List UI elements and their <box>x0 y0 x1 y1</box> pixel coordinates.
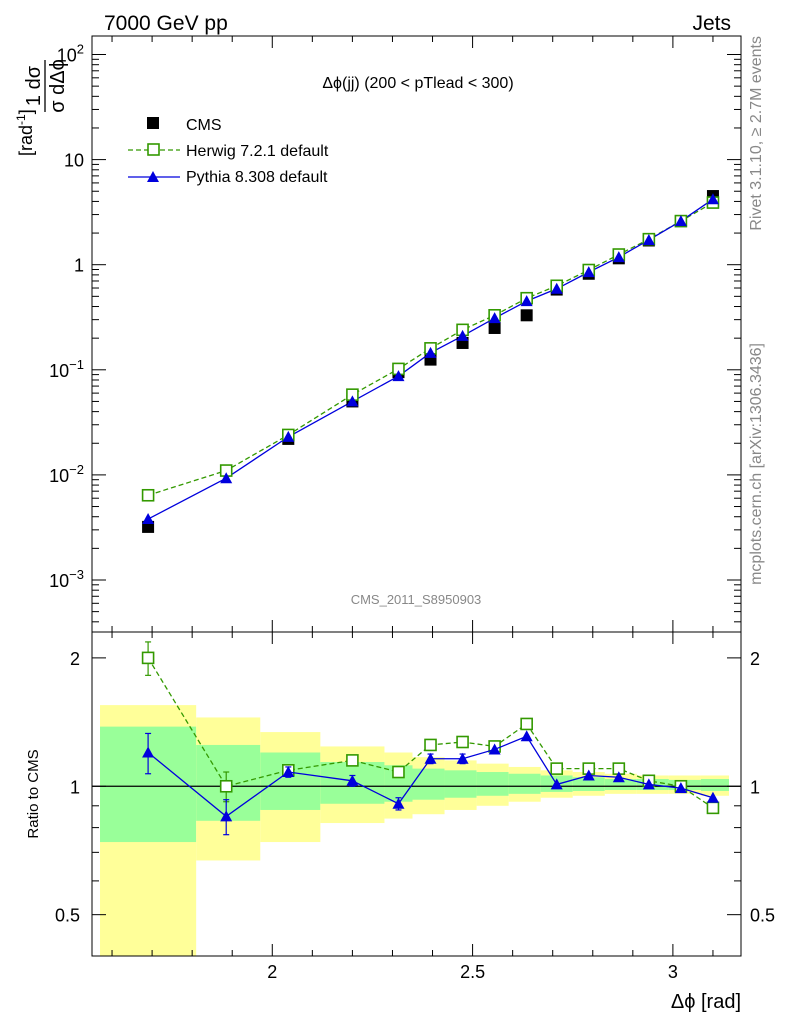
ratio-y-tick-label-right: 0.5 <box>750 906 775 926</box>
ratio-band-green <box>260 752 321 810</box>
legend-cms-marker <box>147 117 159 129</box>
pythia-ratio-point <box>674 782 687 794</box>
pythia-ratio-point <box>582 769 595 781</box>
herwig-ratio-point <box>219 779 233 793</box>
herwig-ratio-point <box>706 801 720 815</box>
svg-text:[rad-1]: [rad-1] <box>14 109 36 156</box>
pythia-ratio-point <box>550 778 563 790</box>
pythia-point <box>642 233 655 245</box>
ratio-y-label: Ratio to CMS <box>25 749 42 838</box>
legend-pythia-marker <box>147 171 159 182</box>
pythia-ratio-point <box>220 810 233 822</box>
herwig-ratio-point <box>456 735 469 749</box>
herwig-ratio-point <box>141 651 155 665</box>
pythia-point <box>674 215 687 227</box>
pythia-point <box>550 282 563 294</box>
ratio-band-green <box>476 772 509 796</box>
pythia-ratio-point <box>142 746 155 758</box>
ratio-y-tick-label-right: 1 <box>750 777 760 797</box>
ratio-band-green <box>444 770 477 798</box>
pythia-point <box>424 346 437 358</box>
pythia-ratio-point <box>456 752 469 764</box>
pythia-point <box>488 312 501 324</box>
herwig-ratio-point <box>520 717 533 731</box>
x-axis-label: Δϕ [rad] <box>671 991 741 1013</box>
ratio-y-tick-label: 1 <box>70 777 80 797</box>
chart-title: Δϕ(jj) (200 < pTlead < 300) <box>322 75 513 92</box>
ratio-y-tick-label-right: 2 <box>750 649 760 669</box>
y-tick-label: 10 <box>64 151 84 171</box>
rivet-label: Rivet 3.1.10, ≥ 2.7M events <box>748 36 765 231</box>
header-right: Jets <box>692 12 731 35</box>
pythia-point <box>582 266 595 278</box>
herwig-ratio-point <box>424 738 437 752</box>
y-tick-label: 10−2 <box>49 462 84 486</box>
pythia-ratio-point <box>424 752 437 764</box>
pythia-ratio-point <box>612 771 625 783</box>
ratio-frame <box>91 631 742 957</box>
y-tick-label: 102 <box>57 42 84 66</box>
pythia-point <box>220 472 233 484</box>
ratio-band-green <box>572 777 605 791</box>
pythia-point <box>456 329 469 341</box>
svg-text:1 dσ: 1 dσ <box>23 65 45 106</box>
watermark: CMS_2011_S8950903 <box>351 592 482 607</box>
ratio-y-tick-label: 2 <box>70 649 80 669</box>
pythia-ratio-point <box>282 766 295 778</box>
header-left: 7000 GeV pp <box>104 12 228 35</box>
cms-data-point <box>488 321 501 334</box>
pythia-ratio-point <box>392 797 405 809</box>
main-y-label: 1 dσ σ dΔϕ <box>23 59 69 113</box>
pythia-point <box>142 513 155 525</box>
ratio-band-green <box>412 768 445 800</box>
reference-label: mcplots.cern.ch [arXiv:1306.3436] <box>748 343 765 585</box>
main-y-unit: [rad-1] <box>14 109 36 156</box>
herwig-ratio-point <box>392 765 405 779</box>
ratio-band-green <box>700 779 729 791</box>
legend-pythia-label: Pythia 8.308 default <box>186 169 328 186</box>
pythia-point <box>520 295 533 307</box>
pythia-ratio-point <box>642 778 655 790</box>
ratio-band-green <box>604 779 637 791</box>
legend-herwig-marker <box>147 143 160 156</box>
x-tick-label: 3 <box>668 962 678 982</box>
pythia-point <box>706 193 719 205</box>
herwig-ratio-point <box>550 762 564 775</box>
herwig-point <box>141 488 155 502</box>
svg-text:σ dΔϕ: σ dΔϕ <box>47 59 69 113</box>
y-tick-label: 1 <box>74 256 84 276</box>
pythia-ratio-point <box>520 730 533 742</box>
pythia-point <box>346 395 359 407</box>
herwig-ratio-point <box>346 754 359 767</box>
legend-herwig-label: Herwig 7.2.1 default <box>186 143 329 160</box>
main-panel: 10−3 10−2 10−1 1 10 102 Δϕ(jj) (200 < pTlead … <box>14 35 742 633</box>
pythia-ratio-point <box>346 774 359 786</box>
pythia-point <box>612 251 625 263</box>
pythia-ratio-point <box>706 791 719 803</box>
pythia-point <box>392 370 405 382</box>
x-tick-label: 2.5 <box>460 962 485 982</box>
ratio-y-tick-label: 0.5 <box>55 906 80 926</box>
pythia-point <box>282 430 295 442</box>
ratio-panel: 2 2.5 3 0.5 0.5 1 1 2 2 Ratio to CMS Δϕ [rad] <box>25 631 775 1013</box>
y-tick-label: 10−3 <box>49 567 84 591</box>
y-tick-label: 10−1 <box>49 357 84 381</box>
legend-cms-label: CMS <box>186 117 222 134</box>
pythia-ratio-point <box>488 743 501 755</box>
legend: CMS Herwig 7.2.1 default Pythia 8.308 de… <box>128 117 329 186</box>
cms-data-point <box>520 309 533 322</box>
x-tick-label: 2 <box>267 962 277 982</box>
ratio-band-green <box>508 773 541 794</box>
